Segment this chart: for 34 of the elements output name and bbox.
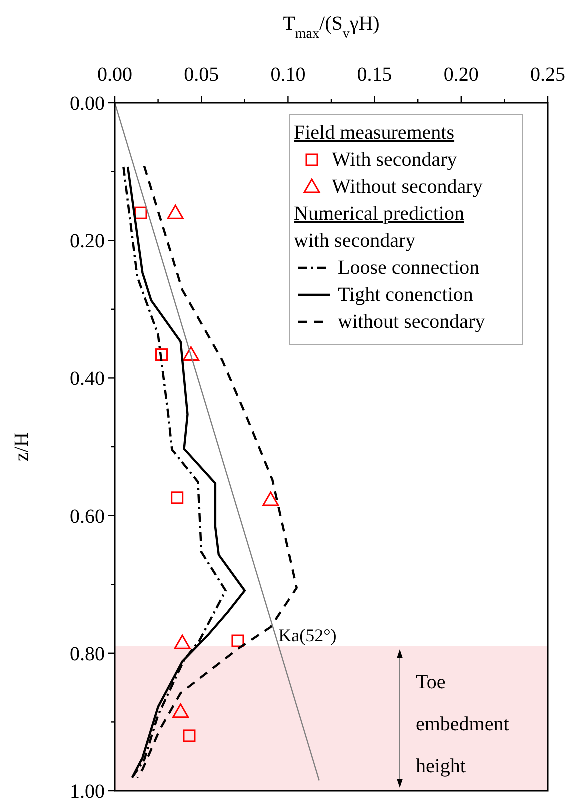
x-tick-label: 0.25 (530, 64, 566, 86)
legend-label: With secondary (332, 149, 458, 171)
point (183, 730, 196, 742)
point (167, 204, 184, 220)
point (172, 704, 190, 718)
annotation: Field measurements (294, 122, 455, 144)
y-axis-title: z/H (11, 432, 33, 462)
point (182, 346, 200, 362)
x-tick-label: 0.00 (98, 64, 132, 86)
y-tick-label: 0.80 (70, 643, 105, 666)
annotation: Numerical prediction (294, 203, 464, 225)
legend-label: Loose connection (338, 257, 480, 279)
y-tick-label: 0.20 (70, 230, 105, 253)
y-tick-label: 0.00 (70, 93, 105, 115)
x-tick-label: 0.05 (184, 64, 220, 86)
point (156, 348, 168, 362)
legend-label: Without secondary (332, 176, 483, 198)
band-label: Toe embedment height (416, 672, 510, 778)
y-tick-label: 0.60 (70, 506, 105, 528)
point (262, 492, 280, 506)
x-tick-label: 0.10 (270, 64, 306, 86)
annotation: with secondary (294, 230, 416, 252)
series-label: Ka(52°) (278, 626, 337, 646)
x-tick-label: 0.15 (357, 64, 392, 86)
point (174, 634, 191, 650)
legend-label: Tight conenction (338, 284, 474, 306)
point (232, 634, 244, 648)
point (134, 206, 148, 220)
x-axis-title: T$_{max}$/(S$_{v}$γH) (283, 13, 380, 42)
y-tick-label: 0.40 (70, 368, 105, 390)
point (171, 492, 184, 504)
x-tick-label: 0.20 (444, 64, 479, 86)
y-tick-label: 1.00 (70, 781, 105, 801)
legend-label: without secondary (338, 311, 486, 333)
